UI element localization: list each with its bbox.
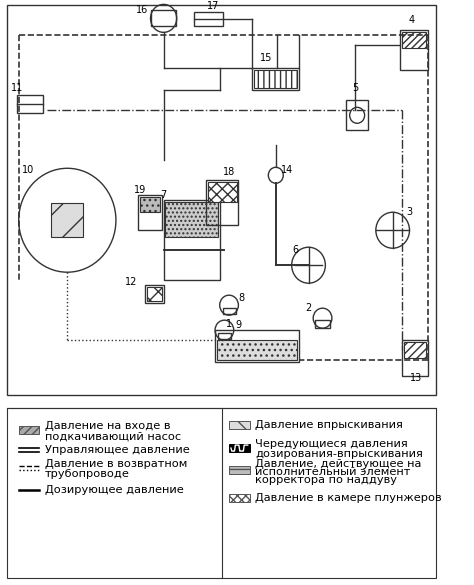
Bar	[208, 183, 237, 202]
Text: 17: 17	[207, 1, 219, 11]
Text: корректора по наддуву: корректора по наддуву	[255, 475, 397, 485]
Bar	[222, 308, 236, 314]
Text: Давление впрыскивания: Давление впрыскивания	[255, 420, 403, 430]
Text: 3: 3	[406, 207, 412, 217]
Bar	[404, 342, 426, 358]
Text: 18: 18	[223, 167, 235, 177]
Text: 1: 1	[226, 319, 232, 329]
Bar	[229, 444, 250, 452]
Text: Чередующиеся давления: Чередующиеся давления	[255, 439, 408, 449]
Bar	[164, 200, 220, 280]
Bar	[400, 30, 428, 70]
Bar	[215, 330, 299, 362]
Bar	[229, 466, 250, 474]
Bar	[140, 197, 160, 212]
Bar	[194, 12, 222, 26]
Text: 14: 14	[281, 166, 293, 176]
Bar	[206, 180, 238, 225]
Bar	[51, 203, 83, 238]
Bar	[17, 95, 43, 113]
Text: 11: 11	[11, 83, 23, 94]
Text: 7: 7	[161, 190, 167, 200]
Bar	[229, 494, 250, 502]
Text: Давление на входе в: Давление на входе в	[45, 421, 170, 431]
Text: 4: 4	[408, 15, 414, 25]
Text: 9: 9	[235, 320, 241, 330]
Text: Давление, действующее на: Давление, действующее на	[255, 459, 421, 469]
Text: 10: 10	[22, 166, 34, 176]
Bar	[346, 100, 368, 130]
Bar	[315, 320, 330, 328]
Bar	[165, 202, 218, 238]
Bar	[253, 68, 299, 90]
Text: 19: 19	[134, 185, 146, 195]
Text: 5: 5	[352, 83, 358, 94]
Text: Управляющее давление: Управляющее давление	[45, 445, 190, 455]
Bar	[8, 408, 436, 578]
Bar	[145, 285, 164, 303]
Bar	[254, 70, 297, 88]
Bar	[18, 426, 39, 434]
Bar	[217, 340, 297, 360]
Bar	[8, 5, 436, 395]
Text: трубопроводе: трубопроводе	[45, 469, 130, 479]
Text: 16: 16	[136, 5, 148, 15]
Text: 6: 6	[292, 245, 299, 255]
Text: Дозирующее давление: Дозирующее давление	[45, 485, 183, 495]
Text: Давление в возвратном: Давление в возвратном	[45, 459, 187, 469]
Text: 12: 12	[125, 277, 137, 287]
Bar	[152, 11, 176, 26]
Text: Давление в камере плунжеров: Давление в камере плунжеров	[255, 493, 442, 503]
Bar	[229, 421, 250, 429]
Text: 15: 15	[260, 53, 273, 63]
Bar	[402, 32, 426, 49]
Text: 8: 8	[238, 293, 244, 303]
Text: дозирования-впрыскивания: дозирования-впрыскивания	[255, 449, 423, 459]
Text: подкачивающий насос: подкачивающий насос	[45, 431, 181, 441]
Bar	[402, 340, 428, 376]
Text: 2: 2	[305, 303, 311, 313]
Bar	[138, 195, 162, 230]
Text: исполнительный элемент: исполнительный элемент	[255, 467, 410, 477]
Bar	[147, 287, 162, 301]
Bar	[218, 333, 231, 339]
Text: 13: 13	[410, 373, 422, 383]
